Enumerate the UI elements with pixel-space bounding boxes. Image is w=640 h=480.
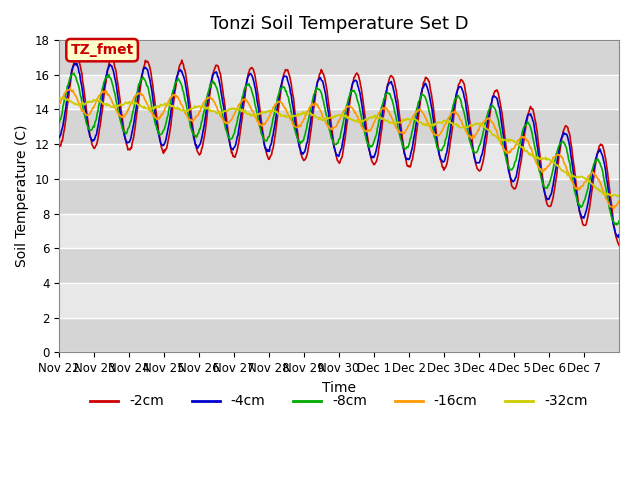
Text: TZ_fmet: TZ_fmet xyxy=(70,43,134,57)
Bar xyxy=(60,214,619,248)
Bar xyxy=(60,179,619,214)
Bar xyxy=(60,318,619,352)
Legend: -2cm, -4cm, -8cm, -16cm, -32cm: -2cm, -4cm, -8cm, -16cm, -32cm xyxy=(85,389,593,414)
Bar xyxy=(60,144,619,179)
Bar xyxy=(60,40,619,75)
Title: Tonzi Soil Temperature Set D: Tonzi Soil Temperature Set D xyxy=(210,15,468,33)
Bar xyxy=(60,109,619,144)
Y-axis label: Soil Temperature (C): Soil Temperature (C) xyxy=(15,125,29,267)
Bar xyxy=(60,75,619,109)
X-axis label: Time: Time xyxy=(322,381,356,395)
Bar xyxy=(60,283,619,318)
Bar xyxy=(60,248,619,283)
